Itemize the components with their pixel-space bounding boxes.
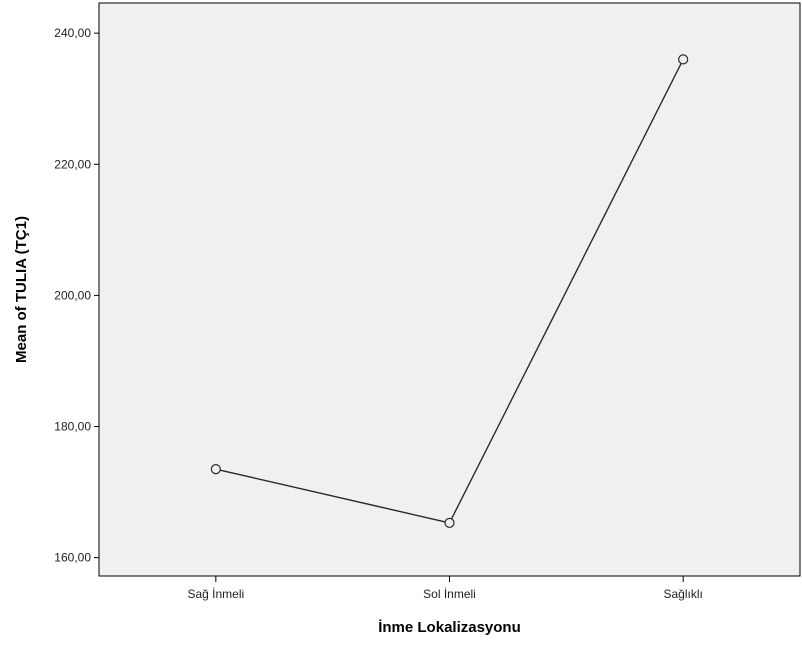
- y-tick-label: 240,00: [54, 26, 91, 40]
- y-tick-label: 200,00: [54, 288, 91, 302]
- data-point: [678, 54, 689, 65]
- y-axis: 160,00 180,00 200,00 220,00 240,00: [54, 26, 99, 565]
- y-tick-label: 220,00: [54, 157, 91, 171]
- x-tick-label: Sağ İnmeli: [187, 587, 244, 601]
- data-point: [444, 517, 455, 528]
- x-tick-label: Sağlıklı: [663, 587, 702, 601]
- x-axis: Sağ İnmeli Sol İnmeli Sağlıklı: [187, 576, 703, 601]
- y-axis-title: Mean of TULIA (TÇ1): [13, 216, 30, 363]
- series-layer: [210, 54, 689, 528]
- plot-area: [98, 2, 801, 577]
- x-tick-label: Sol İnmeli: [423, 587, 476, 601]
- data-point: [210, 464, 221, 475]
- y-tick-label: 180,00: [54, 420, 91, 434]
- x-axis-title: İnme Lokalizasyonu: [378, 619, 521, 636]
- y-tick-label: 160,00: [54, 551, 91, 565]
